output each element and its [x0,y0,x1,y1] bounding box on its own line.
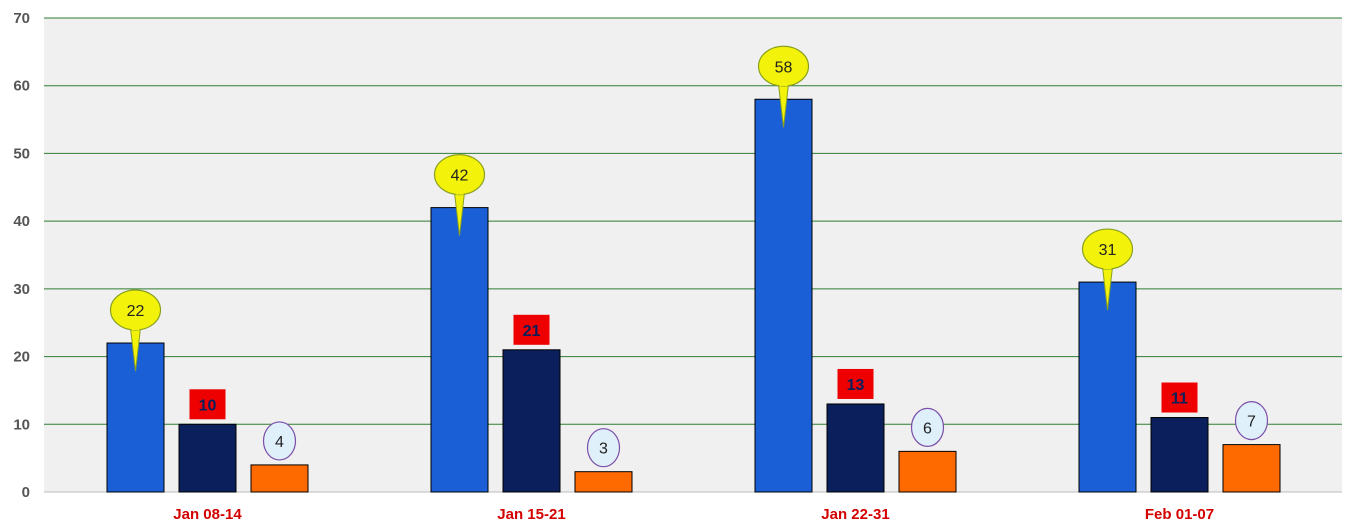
data-label-ellipse [262,421,297,461]
category-labels: Jan 08-14 Jan 15-21 Jan 22-31 Feb 01-07 [173,506,1214,523]
bar [898,450,957,493]
data-label-box [189,389,226,420]
y-tick-label: 0 [22,484,30,501]
bar [754,98,813,493]
y-tick-label: 60 [13,78,30,95]
bar [1078,281,1137,493]
data-label: 21 [523,323,541,340]
data-label: 22 [127,303,145,320]
data-label-box [513,314,550,345]
data-label: 6 [923,420,932,437]
category-label: Jan 08-14 [173,506,242,523]
balloon-joint [131,324,140,331]
bar [250,464,309,493]
bar [430,207,489,493]
data-label: 31 [1099,242,1117,259]
data-label: 4 [275,434,284,451]
bar [502,349,561,493]
data-label-ellipse [910,407,945,447]
data-label: 3 [599,441,608,458]
data-labels: 22 10 4 42 21 3 58 13 6 31 11 7 [109,45,1269,468]
bar [1150,417,1209,493]
y-tick-label: 70 [13,10,30,27]
plot-background [44,18,1342,492]
category-label: Feb 01-07 [1145,506,1214,523]
y-axis-ticks: 0 10 20 30 40 50 60 70 [13,10,30,501]
data-label: 10 [199,397,217,414]
category-label: Jan 22-31 [821,506,889,523]
balloon-joint [779,80,788,87]
data-label-box [1161,382,1198,413]
category-label: Jan 15-21 [497,506,565,523]
bars [106,98,1281,493]
data-label: 13 [847,377,865,394]
bar [1222,444,1281,493]
data-label-box [837,368,874,399]
data-label: 42 [451,168,469,185]
data-label-ellipse [1234,401,1269,441]
y-tick-label: 20 [13,349,30,366]
y-tick-label: 40 [13,213,30,230]
balloon-joint [455,188,464,195]
data-label-ellipse [586,428,621,468]
data-label: 7 [1247,414,1256,431]
y-tick-label: 50 [13,145,30,162]
y-tick-label: 10 [13,416,30,433]
grid-lines [44,17,1342,493]
bar [574,471,633,493]
bar [826,403,885,493]
data-label: 58 [775,59,793,76]
data-label: 11 [1171,391,1188,408]
y-tick-label: 30 [13,281,30,298]
balloon-joint [1103,263,1112,270]
bar [178,423,237,493]
